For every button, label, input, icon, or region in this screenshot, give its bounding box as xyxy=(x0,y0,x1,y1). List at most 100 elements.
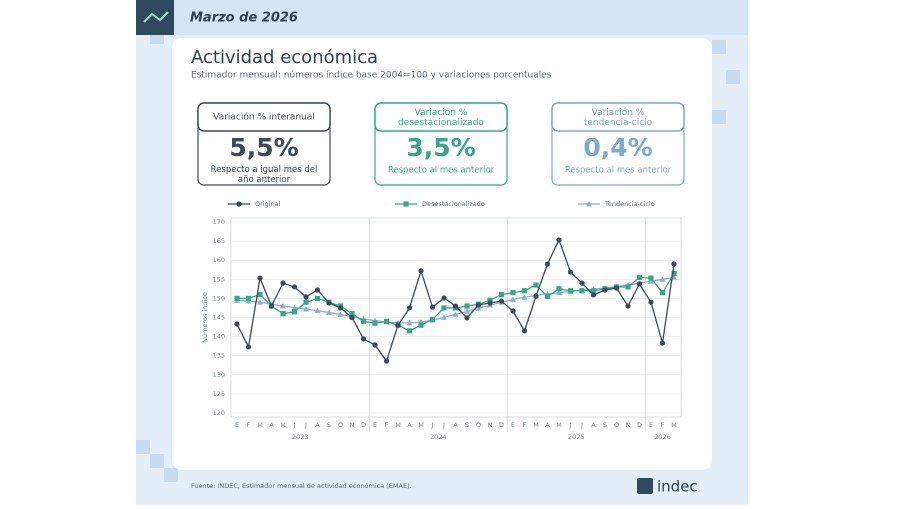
point xyxy=(579,288,585,294)
kpi-heading: Variación % tendencia-ciclo xyxy=(584,107,653,128)
legend-label: Desestacionalizado xyxy=(422,200,485,208)
year-label: 2026 xyxy=(654,433,671,441)
year-label: 2025 xyxy=(568,433,585,441)
point xyxy=(625,303,631,309)
x-tick-label: S xyxy=(465,421,469,429)
kpi-value: 3,5% xyxy=(406,133,475,162)
point xyxy=(544,293,551,300)
year-label: 2024 xyxy=(430,433,447,441)
point xyxy=(452,311,459,317)
kpi-cards: Variación % interanual 5,5% Respecto a igu… xyxy=(197,102,685,186)
point xyxy=(360,336,367,342)
point xyxy=(636,281,643,287)
x-tick-label: F xyxy=(523,421,527,429)
x-tick-label: S xyxy=(603,421,607,429)
y-tick-label: 130 xyxy=(213,371,225,379)
x-tick-label: A xyxy=(591,421,596,429)
x-tick-label: D xyxy=(637,421,642,429)
point xyxy=(395,322,401,328)
kpi-note: Respecto al mes anterior xyxy=(388,166,495,176)
y-tick-label: 170 xyxy=(213,218,225,226)
point xyxy=(464,303,470,309)
point xyxy=(498,298,505,304)
point xyxy=(510,308,516,314)
point xyxy=(671,261,677,267)
y-axis-label: Números índice xyxy=(201,292,209,343)
point xyxy=(556,289,562,296)
point xyxy=(406,305,413,311)
point xyxy=(498,291,505,298)
point xyxy=(326,300,332,306)
point xyxy=(579,280,585,286)
point xyxy=(257,299,263,305)
x-tick-label: O xyxy=(614,421,619,429)
point xyxy=(452,303,459,309)
point xyxy=(418,268,424,274)
point xyxy=(487,297,493,303)
x-tick-label: E xyxy=(373,421,377,429)
x-tick-label: S xyxy=(327,421,331,429)
y-tick-label: 155 xyxy=(213,275,225,283)
y-tick-label: 140 xyxy=(213,333,225,341)
point xyxy=(590,292,597,298)
x-tick-label: N xyxy=(626,421,631,429)
x-tick-label: N xyxy=(350,421,355,429)
point xyxy=(383,318,390,324)
point xyxy=(521,288,528,294)
kpi-heading: Variación % interanual xyxy=(213,112,315,123)
point xyxy=(659,340,666,346)
point xyxy=(567,288,574,294)
point xyxy=(280,280,286,286)
logo-icon xyxy=(637,478,653,494)
point xyxy=(648,275,654,281)
x-tick-label: M xyxy=(257,421,263,429)
x-tick-label: M xyxy=(418,421,424,429)
x-tick-label: F xyxy=(385,421,389,429)
x-tick-label: J xyxy=(293,421,296,429)
x-tick-label: O xyxy=(476,421,481,429)
y-tick-label: 160 xyxy=(213,256,225,264)
point xyxy=(349,311,355,317)
legend-label: Tendencia-ciclo xyxy=(604,200,655,208)
legend-marker xyxy=(586,201,592,207)
point xyxy=(590,288,597,294)
year-label: 2023 xyxy=(292,433,309,441)
x-tick-label: A xyxy=(315,421,320,429)
point xyxy=(659,290,666,296)
point xyxy=(441,295,447,301)
legend-label: Original xyxy=(255,200,281,208)
point xyxy=(510,290,516,296)
kpi-head xyxy=(551,102,685,132)
point xyxy=(406,319,413,326)
point xyxy=(441,305,447,311)
point xyxy=(602,287,608,293)
x-tick-label: J xyxy=(431,421,434,429)
header-icon-line xyxy=(143,11,169,23)
x-tick-label: O xyxy=(338,421,343,429)
x-tick-label: A xyxy=(545,421,550,429)
point xyxy=(303,306,309,312)
x-tick-label: A xyxy=(453,421,458,429)
x-tick-label: D xyxy=(361,421,366,429)
point xyxy=(556,237,562,243)
x-tick-label: A xyxy=(269,421,274,429)
x-tick-label: M xyxy=(556,421,562,429)
point xyxy=(475,302,482,308)
point xyxy=(441,314,447,320)
kpi-head xyxy=(374,102,508,132)
point xyxy=(257,291,263,298)
point xyxy=(383,358,390,364)
point xyxy=(533,282,539,288)
point xyxy=(349,314,355,321)
point xyxy=(303,299,309,305)
y-tick-label: 165 xyxy=(213,237,225,245)
subtitle: Estimador mensual: números índice base 2… xyxy=(191,71,552,81)
point xyxy=(521,328,528,334)
kpi-head xyxy=(197,102,331,132)
x-tick-label: M xyxy=(671,421,677,429)
point xyxy=(314,307,321,314)
y-tick-label: 150 xyxy=(213,294,225,302)
x-tick-label: J xyxy=(569,421,572,429)
x-tick-label: F xyxy=(661,421,665,429)
